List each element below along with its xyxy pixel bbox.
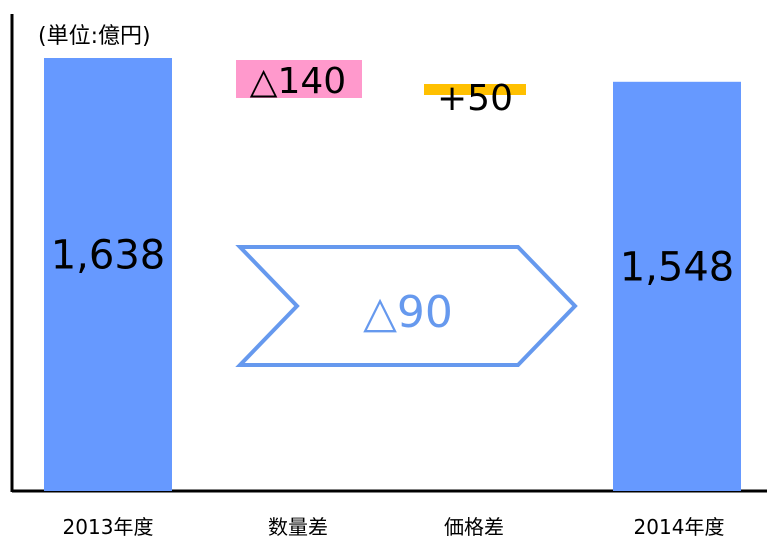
variance-highlight <box>424 84 526 95</box>
bar-2014 <box>613 81 741 492</box>
category-label: 2013年度 <box>63 515 154 539</box>
bars <box>44 58 741 492</box>
variance-label: +50 <box>437 78 513 119</box>
unit-label: (単位:億円) <box>38 24 151 49</box>
bridge-arrow-group: △90 <box>235 245 578 367</box>
category-label: 価格差 <box>444 515 504 539</box>
category-label: 数量差 <box>268 515 328 539</box>
data-labels: 1,638 1,548 △140 +50 <box>51 60 735 290</box>
category-label: 2014年度 <box>634 515 725 539</box>
bar-value-label: 1,548 <box>620 244 735 290</box>
variance-highlight <box>236 60 362 98</box>
category-labels: 2013年度 数量差 価格差 2014年度 <box>63 515 725 539</box>
bar-value-label: 1,638 <box>51 233 166 279</box>
bridge-arrow <box>235 245 578 367</box>
variance-label: △140 <box>250 61 346 102</box>
bar-2013 <box>44 58 172 491</box>
bridge-label: △90 <box>363 287 453 338</box>
